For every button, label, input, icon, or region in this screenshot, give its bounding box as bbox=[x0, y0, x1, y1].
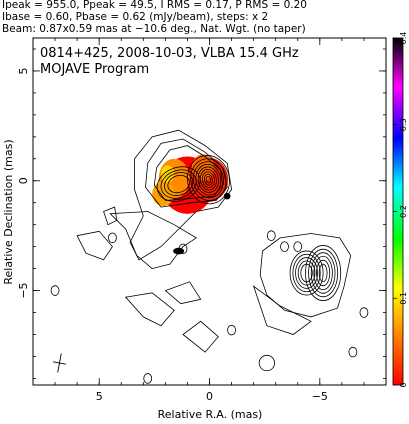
contour-diffuse-south bbox=[109, 211, 198, 270]
contour-core-1 bbox=[190, 158, 227, 201]
contour-jet-knot-3 bbox=[167, 174, 190, 194]
contour-sw-lobe-4 bbox=[316, 259, 331, 287]
header-line-1: Ipeak = 955.0, Ppeak = 49.5, I RMS = 0.1… bbox=[2, 0, 307, 11]
contour-sw-envelope bbox=[259, 233, 352, 318]
contour-noise-0 bbox=[50, 285, 60, 296]
contour-noise-2 bbox=[266, 230, 276, 241]
contour-diffuse-patch-3 bbox=[164, 281, 202, 305]
contour-core-4 bbox=[197, 166, 220, 193]
contour-diffuse-patch-1 bbox=[76, 230, 113, 261]
colorbar-ticks bbox=[393, 37, 397, 386]
axis-tick-labels: 5 0 −5 5 0 −5 bbox=[17, 67, 328, 403]
contour-noise-3 bbox=[280, 241, 289, 252]
beam-icon bbox=[52, 353, 66, 373]
contour-core-5 bbox=[199, 168, 217, 191]
contour-sw-lobe-0 bbox=[305, 245, 342, 301]
contour-sw-feature-2 bbox=[295, 257, 319, 289]
y-axis-label: Relative Declination (mas) bbox=[2, 139, 15, 284]
contour-sw-feature-0 bbox=[289, 250, 324, 296]
y-tick-label: −5 bbox=[17, 282, 30, 298]
contour-sw-lobe-3 bbox=[313, 255, 333, 291]
contour-noise-6 bbox=[143, 373, 153, 384]
polarization-color-layer bbox=[152, 154, 231, 255]
axis-ticks bbox=[32, 38, 387, 385]
colorbar-tick-label: 0.2 bbox=[399, 205, 408, 218]
plot-frame bbox=[32, 37, 387, 386]
contour-envelope-2 bbox=[145, 138, 228, 208]
contour-noise-5 bbox=[227, 324, 236, 336]
colorbar-tick-label: 0.1 bbox=[399, 292, 408, 305]
contour-noise-4 bbox=[359, 307, 369, 318]
contour-core-3 bbox=[195, 163, 222, 196]
contour-noise-1 bbox=[178, 243, 188, 255]
colorbar-tick-label: 0.3 bbox=[399, 118, 408, 131]
contour-core-2 bbox=[192, 161, 224, 199]
x-axis-label: Relative R.A. (mas) bbox=[158, 408, 263, 421]
contour-diffuse-patch-4 bbox=[124, 292, 175, 327]
contour-noise-7 bbox=[348, 346, 358, 358]
x-tick-label: 5 bbox=[96, 390, 103, 403]
header-line-2: Ibase = 0.60, Pbase = 0.62 (mJy/beam), s… bbox=[2, 11, 269, 23]
contour-noise-ring bbox=[258, 354, 275, 372]
contour-jet-knot-2 bbox=[164, 172, 194, 196]
contour-core-0 bbox=[186, 155, 230, 205]
contour-core-6 bbox=[201, 171, 215, 188]
contour-jet-knot-0 bbox=[156, 166, 201, 202]
contour-core-8 bbox=[205, 175, 212, 184]
chart-subtitle: MOJAVE Program bbox=[40, 62, 149, 77]
contour-envelope-outer bbox=[129, 129, 233, 261]
y-tick-label: 5 bbox=[17, 67, 30, 74]
contour-core-7 bbox=[203, 173, 213, 186]
colorbar-tick-label: 0 bbox=[399, 382, 408, 387]
contour-sw-lobe-1 bbox=[308, 248, 339, 298]
x-tick-label: −5 bbox=[312, 390, 328, 403]
contour-diffuse-patch-5 bbox=[182, 320, 219, 353]
y-tick-label: 0 bbox=[17, 177, 30, 184]
pol-patch-jet-orange-2 bbox=[152, 181, 175, 207]
contour-sw-feature-3 bbox=[297, 260, 316, 286]
contour-diffuse-patch-2 bbox=[103, 206, 118, 226]
contour-noise-8 bbox=[108, 232, 117, 244]
contour-sw-feature-1 bbox=[292, 253, 321, 293]
contour-noise-9 bbox=[293, 241, 303, 252]
beam-minor-axis bbox=[52, 361, 66, 365]
map-area bbox=[50, 129, 369, 384]
contour-sw-lobe-5 bbox=[318, 263, 328, 283]
contour-sw-lobe-2 bbox=[310, 252, 336, 294]
contour-layer bbox=[50, 129, 369, 384]
contour-sw-tail bbox=[252, 285, 312, 335]
header-line-3: Beam: 0.87x0.59 mas at −10.6 deg., Nat. … bbox=[2, 23, 306, 35]
chart-title: 0814+425, 2008-10-03, VLBA 15.4 GHz bbox=[40, 46, 299, 61]
colorbar-tick-label: 0.4 bbox=[399, 32, 408, 45]
contour-sw-feature-4 bbox=[300, 263, 313, 283]
x-tick-label: 0 bbox=[206, 390, 213, 403]
colorbar-tick-labels: 0 0.1 0.2 0.3 0.4 bbox=[399, 32, 408, 388]
